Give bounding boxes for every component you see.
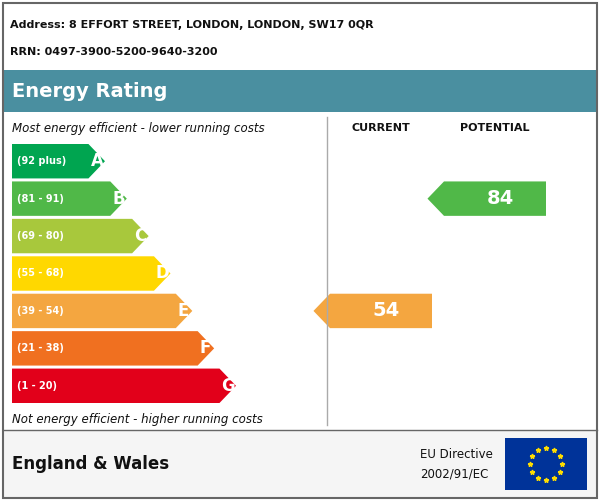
Text: (21 - 38): (21 - 38): [17, 343, 64, 353]
Text: Most energy efficient - lower running costs: Most energy efficient - lower running co…: [12, 122, 265, 134]
Text: E: E: [178, 302, 189, 320]
Text: F: F: [200, 339, 211, 357]
Text: C: C: [134, 227, 146, 245]
Bar: [505, 438, 587, 490]
Text: G: G: [221, 377, 235, 395]
Text: (55 - 68): (55 - 68): [17, 269, 64, 279]
Text: (81 - 91): (81 - 91): [17, 194, 64, 203]
Text: (39 - 54): (39 - 54): [17, 306, 64, 316]
Polygon shape: [12, 257, 170, 291]
Polygon shape: [12, 144, 105, 178]
Text: (1 - 20): (1 - 20): [17, 381, 57, 391]
Bar: [3, 70, 597, 112]
Bar: [3, 430, 597, 498]
Text: RRN: 0497-3900-5200-9640-3200: RRN: 0497-3900-5200-9640-3200: [10, 47, 218, 57]
Text: (92 plus): (92 plus): [17, 156, 66, 166]
Text: Not energy efficient - higher running costs: Not energy efficient - higher running co…: [12, 413, 263, 426]
Polygon shape: [313, 294, 432, 328]
Text: B: B: [112, 190, 125, 207]
Text: 84: 84: [487, 189, 514, 208]
Text: England & Wales: England & Wales: [12, 455, 169, 473]
Text: (69 - 80): (69 - 80): [17, 231, 64, 241]
Polygon shape: [12, 219, 149, 254]
Polygon shape: [12, 181, 127, 216]
Polygon shape: [12, 331, 214, 366]
Text: POTENTIAL: POTENTIAL: [460, 123, 530, 133]
Text: EU Directive: EU Directive: [420, 447, 493, 460]
Text: D: D: [156, 265, 170, 283]
Polygon shape: [12, 294, 193, 328]
Text: CURRENT: CURRENT: [352, 123, 410, 133]
Text: Address: 8 EFFORT STREET, LONDON, LONDON, SW17 0QR: Address: 8 EFFORT STREET, LONDON, LONDON…: [10, 20, 374, 30]
Text: A: A: [91, 152, 103, 170]
Polygon shape: [12, 369, 236, 403]
Text: 54: 54: [373, 302, 400, 321]
Polygon shape: [427, 181, 546, 216]
Text: Energy Rating: Energy Rating: [12, 82, 167, 101]
Text: 2002/91/EC: 2002/91/EC: [420, 467, 488, 480]
